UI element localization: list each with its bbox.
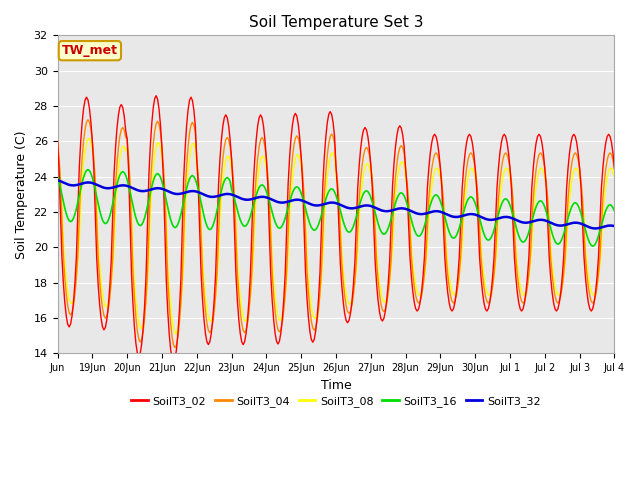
Y-axis label: Soil Temperature (C): Soil Temperature (C) — [15, 130, 28, 259]
Title: Soil Temperature Set 3: Soil Temperature Set 3 — [249, 15, 423, 30]
Text: TW_met: TW_met — [62, 44, 118, 57]
X-axis label: Time: Time — [321, 379, 351, 392]
Legend: SoilT3_02, SoilT3_04, SoilT3_08, SoilT3_16, SoilT3_32: SoilT3_02, SoilT3_04, SoilT3_08, SoilT3_… — [127, 392, 545, 411]
